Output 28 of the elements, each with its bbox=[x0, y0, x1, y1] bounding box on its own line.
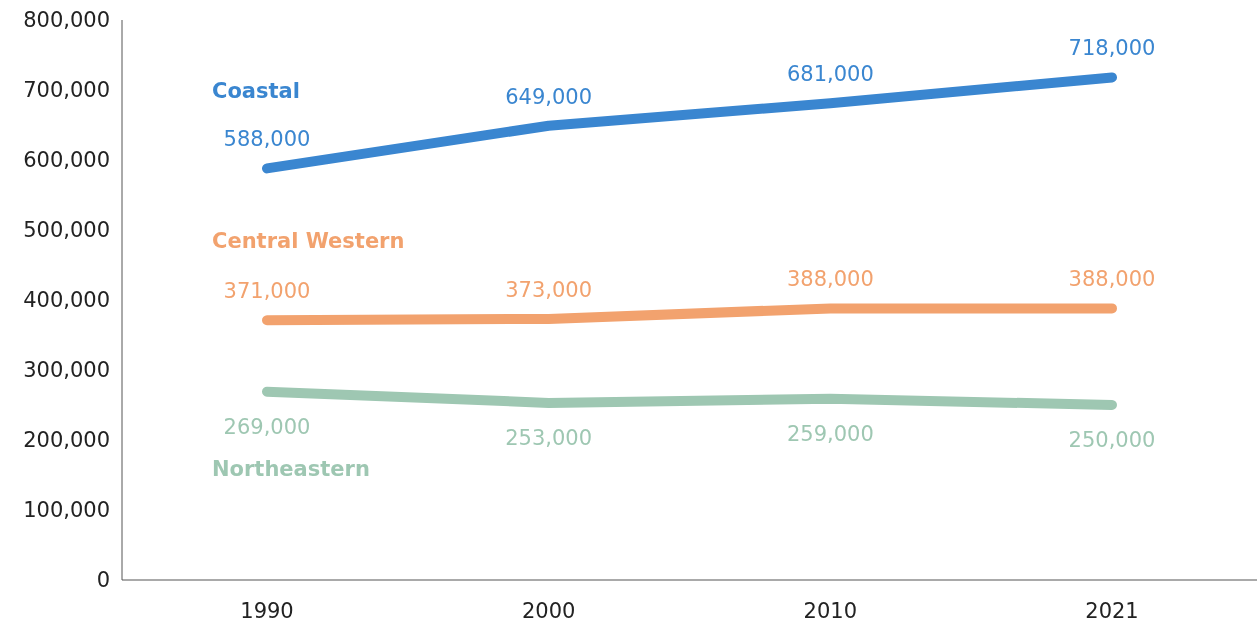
text: Central Western bbox=[212, 229, 405, 254]
y-tick-label: 300,000 bbox=[23, 358, 110, 383]
x-tick-label: 1990 bbox=[240, 599, 294, 623]
y-tick-label: 600,000 bbox=[23, 148, 110, 173]
data-label: 681,000 bbox=[786, 62, 874, 87]
y-tick-label: 700,000 bbox=[23, 78, 110, 103]
x-tick-label: 2010 bbox=[803, 599, 858, 623]
data-label: 269,000 bbox=[223, 414, 311, 439]
y-tick-label: 100,000 bbox=[23, 498, 110, 523]
y-tick-label: 500,000 bbox=[23, 218, 110, 243]
data-label: 373,000 bbox=[505, 277, 593, 302]
data-label: 253,000 bbox=[505, 425, 593, 450]
text: Northeastern bbox=[212, 456, 370, 481]
y-tick-label: 0 bbox=[96, 568, 110, 593]
y-tick-label: 400,000 bbox=[23, 288, 110, 313]
x-tick-label: 2000 bbox=[521, 599, 576, 623]
data-label: 718,000 bbox=[1068, 36, 1156, 61]
text: Coastal bbox=[212, 79, 300, 104]
y-tick-label: 800,000 bbox=[23, 8, 110, 33]
data-label: 388,000 bbox=[1068, 267, 1156, 292]
data-label: 388,000 bbox=[786, 267, 874, 292]
y-tick-label: 200,000 bbox=[23, 428, 110, 453]
data-label: 259,000 bbox=[786, 421, 874, 446]
data-label: 371,000 bbox=[223, 279, 311, 304]
x-tick-label: 2021 bbox=[1085, 599, 1139, 623]
data-label: 250,000 bbox=[1068, 428, 1156, 452]
data-label: 649,000 bbox=[505, 84, 593, 109]
data-label: 588,000 bbox=[223, 127, 311, 152]
